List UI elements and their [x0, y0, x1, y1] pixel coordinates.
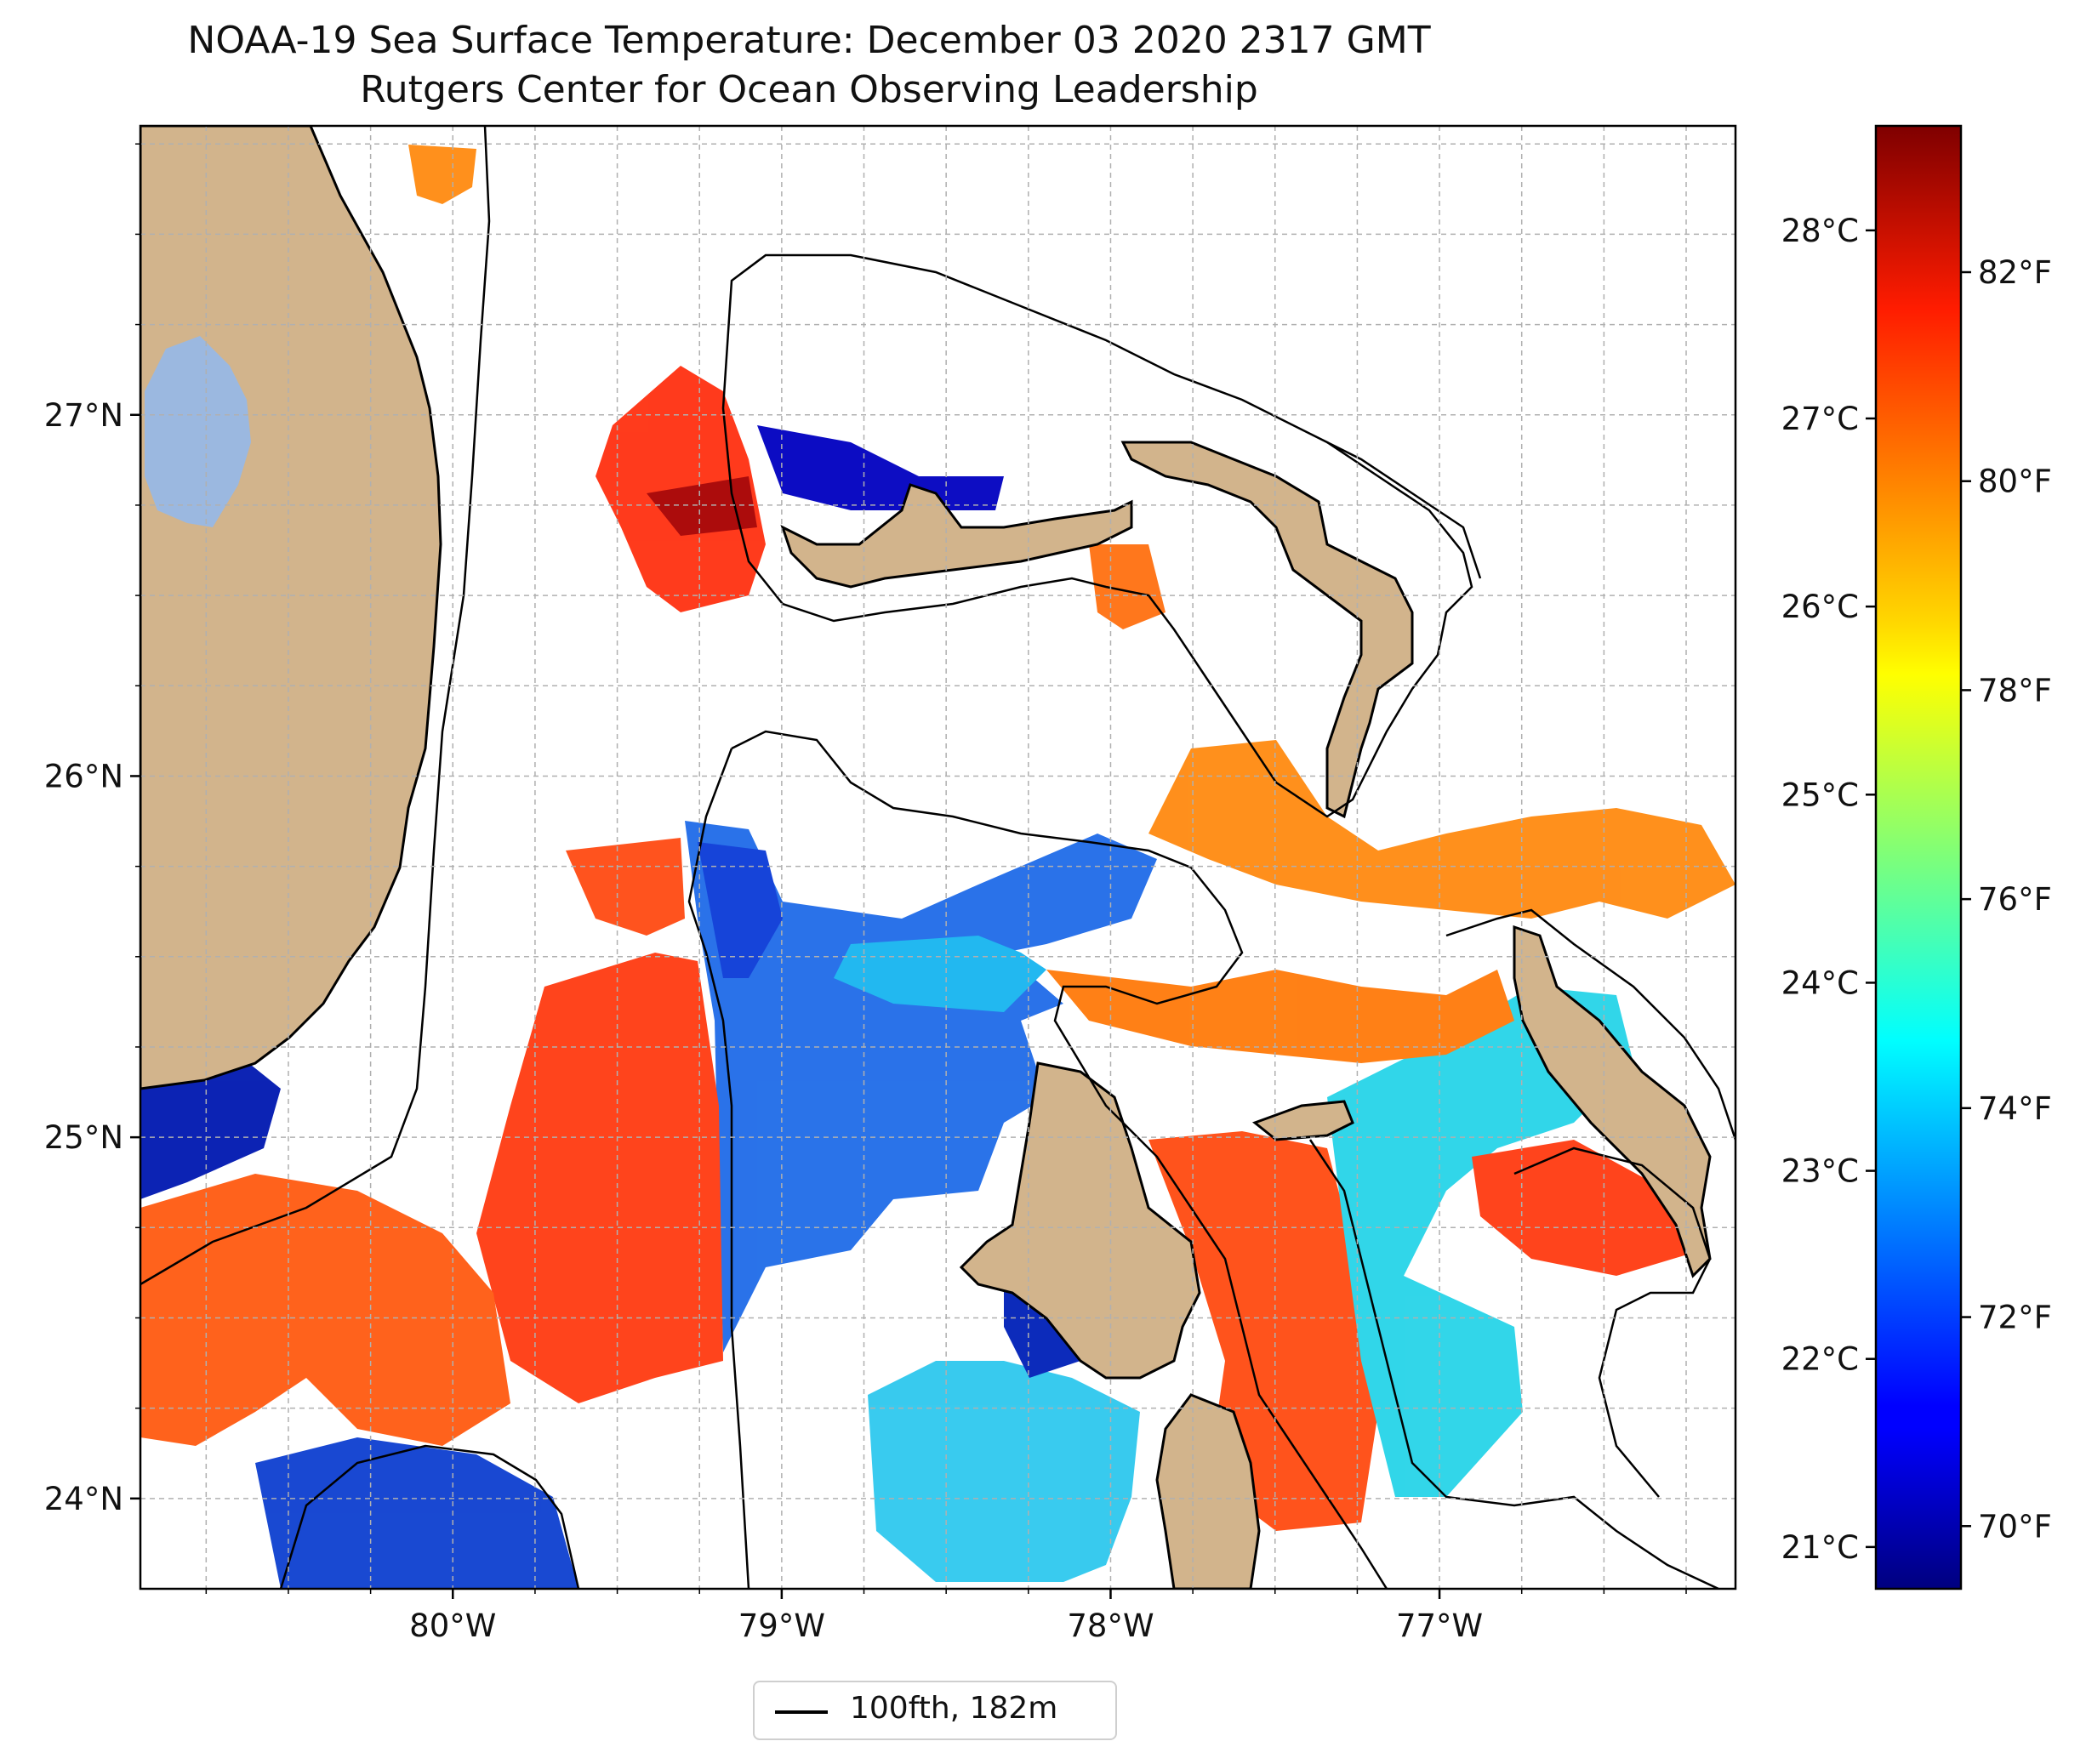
isobath-cay-sal	[279, 1444, 580, 1589]
colorbar-f-label: 74°F	[1978, 1090, 2052, 1127]
colorbar-f-label: 76°F	[1978, 881, 2052, 918]
chart-subtitle: Rutgers Center for Ocean Observing Leade…	[360, 68, 1258, 111]
colorbar-f-label: 70°F	[1978, 1508, 2052, 1545]
axis-ticks: 80°W 79°W 78°W 77°W 24°N 25°N 26°N 27°N	[44, 143, 1687, 1644]
sst-patch-cold-nw	[757, 425, 1004, 510]
y-tick-label: 25°N	[44, 1119, 123, 1156]
colorbar-c-label: 22°C	[1781, 1341, 1859, 1378]
colorbar-f-label: 82°F	[1978, 254, 2052, 291]
isobath-little-bahama	[721, 253, 1473, 818]
y-tick-label: 26°N	[44, 758, 123, 794]
isobath-west-gsb	[687, 748, 750, 1589]
colorbar-f-label: 80°F	[1978, 464, 2052, 500]
y-tick-label: 24°N	[44, 1481, 123, 1517]
sst-patch-warm-east	[1472, 1140, 1701, 1276]
isobath-great-bahama	[731, 730, 1388, 1589]
andros-island	[959, 1061, 1201, 1380]
colorbar-f-label: 78°F	[1978, 672, 2052, 708]
x-tick-label: 79°W	[738, 1608, 825, 1644]
sst-patch-warm-sw	[140, 1174, 510, 1446]
colorbar-c-label: 24°C	[1781, 965, 1859, 1001]
colorbar-c-label: 23°C	[1781, 1153, 1859, 1190]
colorbar-gradient	[1876, 126, 1961, 1589]
colorbar-ticks: 70°F 72°F 74°F 76°F 78°F 80°F 82°F 21°C 22°C 23°C…	[1781, 213, 2052, 1566]
isobath-florida	[140, 126, 491, 1286]
andros-south	[1155, 1393, 1261, 1589]
colorbar-frame	[1874, 124, 1963, 1590]
y-tick-label: 27°N	[44, 397, 123, 434]
sst-patch-warm-gulfstream	[476, 953, 723, 1403]
legend-label: 100fth, 182m	[850, 1691, 1058, 1726]
nassau-island	[1251, 1100, 1354, 1141]
sst-patch-cyan-east	[1327, 987, 1633, 1497]
x-tick-label: 77°W	[1396, 1608, 1483, 1644]
chart-title: NOAA-19 Sea Surface Temperature: Decembe…	[187, 19, 1431, 62]
isobath-100fth	[140, 126, 1735, 1589]
colorbar-c-label: 25°C	[1781, 777, 1859, 813]
gridlines	[140, 126, 1735, 1589]
sst-patch-hot-core	[647, 476, 757, 536]
sst-patch-orange-top	[408, 145, 476, 204]
abaco-great	[1120, 441, 1414, 819]
colorbar-c-label: 28°C	[1781, 213, 1859, 249]
sst-patch-orange-ne	[1148, 740, 1735, 919]
legend-box: 100fth, 182m	[753, 1681, 1117, 1740]
grand-bahama	[780, 483, 1133, 589]
sst-patch-orange-andros	[1089, 544, 1166, 629]
isobath-tongue	[1308, 1139, 1719, 1589]
sst-patch-warm-north-gs	[566, 838, 685, 936]
x-tick-label: 78°W	[1067, 1608, 1154, 1644]
x-tick-label: 80°W	[409, 1608, 496, 1644]
colorbar-c-label: 27°C	[1781, 401, 1859, 437]
isobath-northeast	[1326, 441, 1482, 579]
sst-patch-cyan-sc	[868, 1361, 1140, 1582]
legend-line-swatch	[775, 1710, 828, 1714]
sst-patch-cool-central	[685, 821, 1157, 1352]
sst-patch-blue-sw	[255, 1437, 578, 1589]
map-frame	[139, 124, 1737, 1590]
sst-patch-cyan-band	[834, 936, 1046, 1012]
isobath-exuma	[1513, 1147, 1712, 1498]
colorbar-c-label: 21°C	[1781, 1529, 1859, 1566]
sst-patch-cool-central-dark	[698, 842, 783, 978]
sst-patch-orange-mid	[1046, 970, 1514, 1063]
colorbar-f-label: 72°F	[1978, 1300, 2052, 1336]
lake-okeechobee	[145, 336, 251, 527]
colorbar-c-label: 26°C	[1781, 589, 1859, 625]
sst-field	[140, 145, 1735, 1589]
sst-patch-cold-florida-keys	[140, 1055, 281, 1199]
isobath-eleuthera	[1445, 908, 1735, 1141]
